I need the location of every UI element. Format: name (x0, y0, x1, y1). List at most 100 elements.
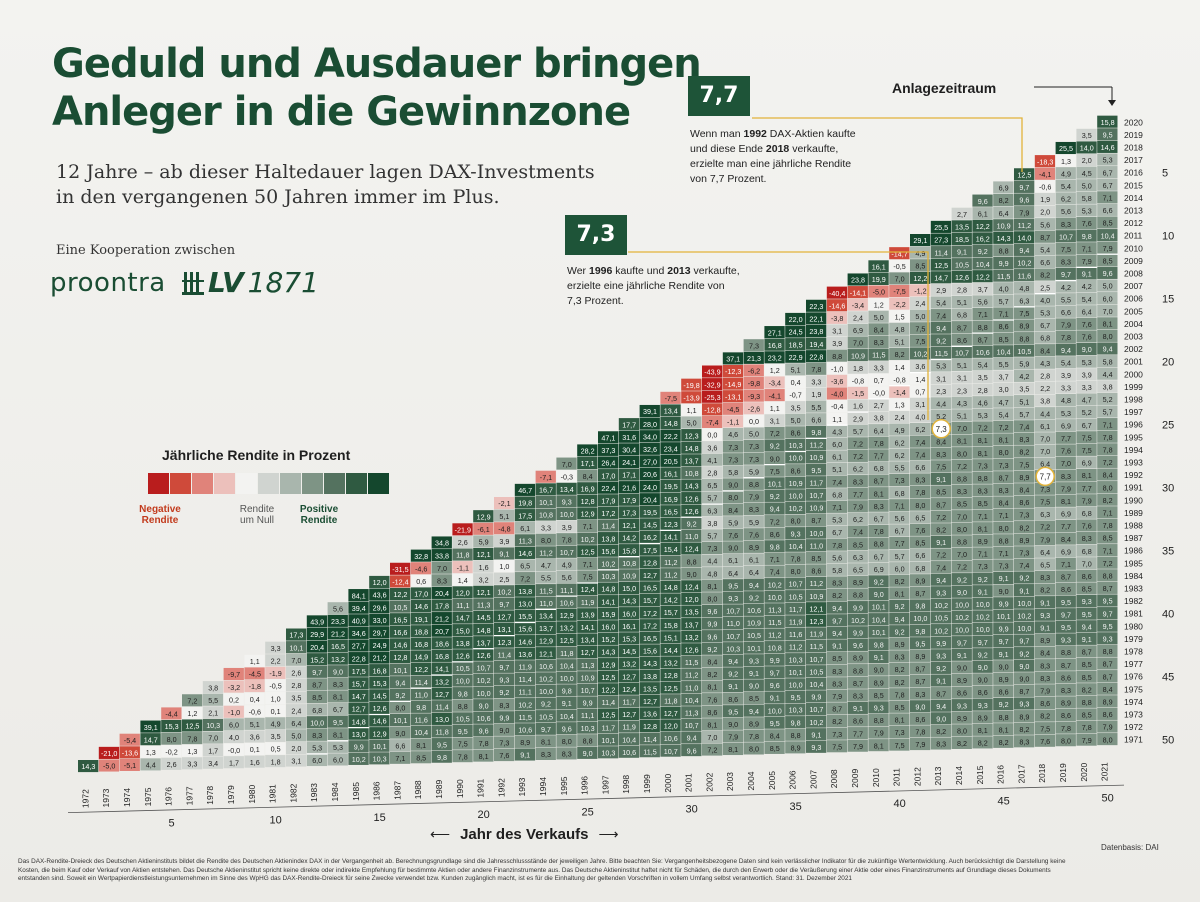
sell-year-label: 1983 (309, 783, 319, 802)
heatmap-cell-value: 12,0 (456, 589, 470, 598)
heatmap-cell (410, 600, 432, 613)
sell-year-label: 2007 (808, 770, 818, 789)
heatmap-cell-value: 7,1 (395, 754, 405, 763)
heatmap-cell-value: 7,4 (853, 528, 863, 537)
heatmap-cell (577, 520, 598, 533)
heatmap-cell-value: -2,2 (893, 300, 905, 309)
heatmap-cell (452, 624, 473, 637)
buy-year-label: 2006 (1124, 294, 1143, 304)
heatmap-cell-value: 7,7 (1082, 484, 1092, 493)
heatmap-cell-value: 7,9 (728, 733, 738, 742)
heatmap-cell-value: 8,0 (749, 745, 759, 754)
heatmap-cell-value: 11,0 (685, 683, 698, 692)
heatmap-cell-value: 8,3 (1061, 258, 1071, 267)
heatmap-cell-value: 10,7 (809, 705, 823, 714)
heatmap-cell (223, 743, 244, 756)
heatmap-cell-value: 16,2 (976, 235, 990, 244)
sell-year-label: 1988 (413, 780, 423, 799)
heatmap-cell (161, 745, 182, 758)
heatmap-cell-value: -5,4 (124, 736, 136, 745)
heatmap-cell-value: 9,7 (1061, 270, 1071, 279)
heatmap-cell-value: 12,8 (581, 497, 595, 506)
heatmap-cell-value: 8,6 (770, 530, 780, 539)
heatmap-cell (598, 670, 619, 683)
heatmap-cell-value: 12,7 (435, 690, 449, 699)
heatmap-cell-value: 7,4 (832, 478, 842, 487)
legend-negative-l2: Rendite (141, 515, 179, 526)
heatmap-cell (577, 608, 598, 621)
heatmap-cell-value: 9,8 (562, 687, 572, 696)
heatmap-cell-value: -21,9 (455, 526, 471, 535)
heatmap-cell-value: 9,4 (832, 604, 842, 613)
heatmap-cell-value: 10,4 (560, 712, 574, 721)
heatmap-cell-value: 12,7 (497, 613, 511, 622)
heatmap-cell-value: 9,8 (791, 718, 801, 727)
heatmap-cell (410, 637, 432, 650)
heatmap-cell-value: 10,4 (414, 728, 428, 737)
heatmap-cell (598, 746, 619, 759)
heatmap-cell-value: 13,2 (685, 633, 699, 642)
heatmap-cell-value: 5,0 (791, 416, 801, 425)
heatmap-cell-value: 6,9 (1082, 459, 1092, 468)
heatmap-cell-value: 8,4 (707, 658, 717, 667)
legend-swatch (346, 473, 367, 494)
heatmap-cell-value: 9,2 (770, 492, 780, 501)
heatmap-cell (369, 638, 390, 651)
heatmap-cell-value: 4,0 (1040, 296, 1050, 305)
lv1871-logo: LV 1871 (182, 266, 319, 299)
heatmap-cell (452, 598, 473, 611)
heatmap-cell-value: 2,8 (957, 286, 967, 295)
heatmap-cell-value: 7,1 (1103, 193, 1113, 202)
heatmap-cell-value: 8,6 (1061, 585, 1071, 594)
heatmap-cell (556, 671, 577, 684)
heatmap-cell-value: 8,3 (853, 691, 863, 700)
heatmap-cell (598, 557, 619, 570)
heatmap-cell-value: 10,1 (601, 736, 615, 745)
heatmap-cell (348, 664, 369, 677)
heatmap-cell-value: 9,1 (1040, 624, 1050, 633)
heatmap-cell-value: 6,9 (853, 326, 863, 335)
heatmap-cell (618, 455, 640, 468)
heatmap-cell (577, 721, 598, 734)
heatmap-cell (556, 583, 577, 596)
heatmap-cell-value: 9,0 (915, 702, 925, 711)
heatmap-cell (577, 457, 598, 470)
heatmap-cell-value: 7,1 (895, 501, 905, 510)
heatmap-cell-value: 7,8 (874, 439, 884, 448)
heatmap-cell-value: 7,9 (1082, 736, 1092, 745)
heatmap-cell-value: 10,0 (955, 601, 969, 610)
heatmap-cell-value: 10,7 (560, 548, 574, 557)
heatmap-cell-value: 8,4 (1040, 649, 1050, 658)
heatmap-cell-value: 8,9 (853, 578, 863, 587)
data-source: Datenbasis: DAI (1101, 843, 1159, 852)
heatmap-cell-value: -13,6 (122, 749, 138, 758)
heatmap-cell-value: 8,3 (437, 576, 447, 585)
legend-zero-label: Rendite um Null (232, 504, 282, 526)
heatmap-cell-value: 11,2 (810, 579, 823, 588)
buy-year-label: 1985 (1124, 558, 1143, 568)
heatmap-cell-value: 0,0 (707, 431, 717, 440)
heatmap-cell-value: 6,6 (915, 551, 925, 560)
heatmap-cell-value: 14,8 (477, 626, 491, 635)
sell-year-label: 1993 (517, 777, 527, 796)
heatmap-cell (598, 595, 619, 608)
heatmap-cell-value: 8,6 (728, 695, 738, 704)
heatmap-cell (202, 756, 224, 769)
heatmap-cell (452, 674, 473, 687)
heatmap-cell-value: 11,6 (1018, 271, 1031, 280)
heatmap-cell-value: 7,9 (749, 493, 759, 502)
heatmap-cell-value: 7,0 (895, 275, 905, 284)
legend-swatch (280, 473, 301, 494)
heatmap-cell (327, 677, 348, 690)
heatmap-cell (598, 582, 619, 595)
heatmap-cell (556, 684, 577, 697)
heatmap-cell-value: 6,6 (1040, 258, 1050, 267)
heatmap-cell-value: 10,0 (789, 681, 803, 690)
cooperation-label: Eine Kooperation zwischen (56, 243, 236, 258)
heatmap-cell-value: 3,1 (832, 327, 842, 336)
heatmap-cell-value: 8,3 (1040, 674, 1050, 683)
heatmap-cell-value: 7,6 (1082, 333, 1092, 342)
heatmap-cell (556, 734, 577, 747)
sell-year-label: 1996 (580, 776, 590, 795)
heatmap-cell-value: 7,9 (853, 742, 863, 751)
